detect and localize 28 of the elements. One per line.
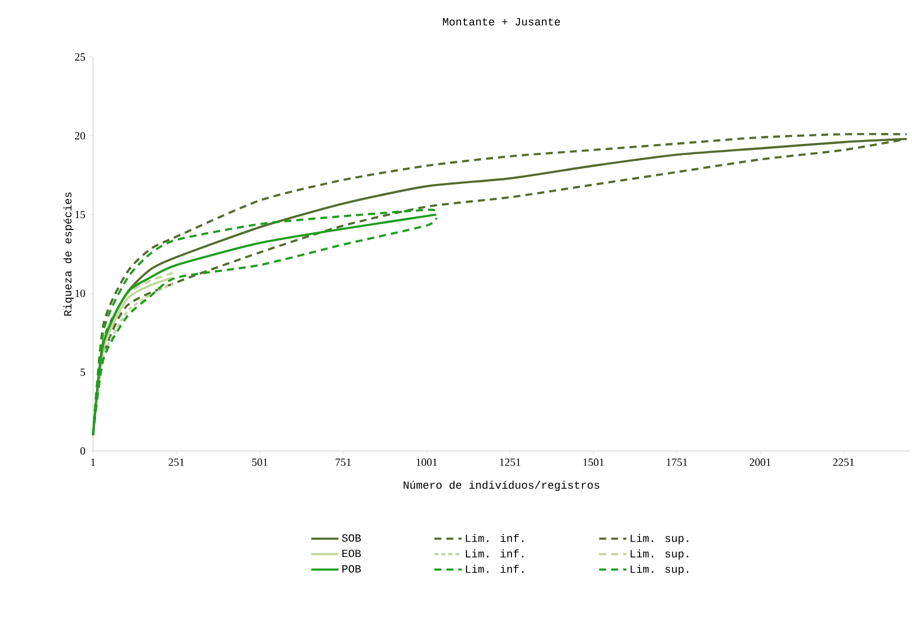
chart-title: Montante + Jusante <box>443 18 560 26</box>
legend-label: Lim. sup. <box>630 564 688 576</box>
y-tick-label: 5 <box>80 368 86 376</box>
y-tick-label: 10 <box>75 290 86 298</box>
legend-label: POB <box>342 565 361 573</box>
x-tick-label: 2001 <box>750 458 771 466</box>
x-tick-label: 501 <box>252 458 268 466</box>
legend-label: EOB <box>342 550 361 558</box>
legend-label: Lim. sup. <box>630 534 688 544</box>
legend-label: Lim. inf. <box>466 534 524 542</box>
legend-label: Lim. inf. <box>466 564 524 573</box>
x-tick-label: 751 <box>336 458 351 466</box>
x-tick-label: 1751 <box>666 458 688 466</box>
legend-label: Lim. inf. <box>466 549 524 558</box>
x-tick-label: 1 <box>91 458 96 466</box>
x-tick-label: 1501 <box>583 458 604 466</box>
y-axis-title: Riqueza de espécies <box>63 192 74 316</box>
y-tick-label: 20 <box>75 132 86 140</box>
legend-label: Lim. sup. <box>630 549 688 560</box>
x-tick-label: 251 <box>168 458 184 466</box>
legend-label: SOB <box>342 534 361 542</box>
x-axis-title: Número de indivíduos/registros <box>404 480 600 491</box>
y-tick-label: 0 <box>80 447 86 455</box>
x-tick-label: 1251 <box>500 458 520 466</box>
y-tick-label: 15 <box>75 210 86 218</box>
y-tick-label: 25 <box>75 53 86 61</box>
x-tick-label: 2251 <box>833 458 854 466</box>
x-tick-label: 1001 <box>416 458 437 466</box>
